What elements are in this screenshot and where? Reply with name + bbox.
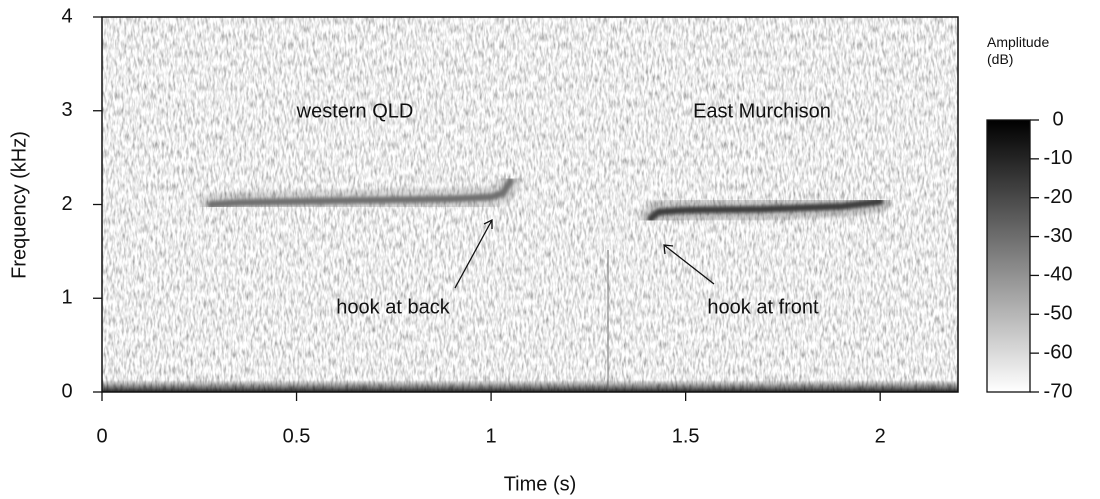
x-tick-label: 1.5 [672,425,700,447]
colorbar-tick-label: -70 [1044,380,1073,402]
annotation: hook at back [336,296,450,318]
x-tick-label: 0.5 [283,425,311,447]
colorbar [986,119,1031,393]
colorbar-tick-label: -20 [1044,186,1073,208]
annotation: East Murchison [693,100,831,122]
arrows [454,218,715,289]
colorbar-tick-label: -40 [1044,264,1073,286]
colorbar-tick-label: -30 [1044,225,1073,247]
annotation: hook at front [707,296,819,318]
colorbar-tick-label: 0 [1052,108,1063,130]
x-tick-label: 2 [875,425,886,447]
low-frequency-band [102,380,958,392]
x-tick-label: 1 [486,425,497,447]
x-axis-label: Time (s) [504,473,577,495]
y-tick-label: 4 [61,5,72,27]
colorbar-tick-label: -50 [1044,303,1073,325]
colorbar-tick-label: -10 [1044,147,1073,169]
y-tick-label: 1 [61,287,72,309]
y-tick-label: 3 [61,99,72,121]
colorbar-tick-label: -60 [1044,341,1073,363]
colorbar-title: Amplitude (dB) [987,34,1050,67]
y-tick-label: 0 [61,380,72,402]
call-trace [647,198,884,223]
y-tick-label: 2 [61,193,72,215]
call-trace [207,177,515,208]
y-axis-label: Frequency (kHz) [8,131,30,279]
x-tick-label: 0 [96,425,107,447]
annotation: western QLD [296,100,414,122]
